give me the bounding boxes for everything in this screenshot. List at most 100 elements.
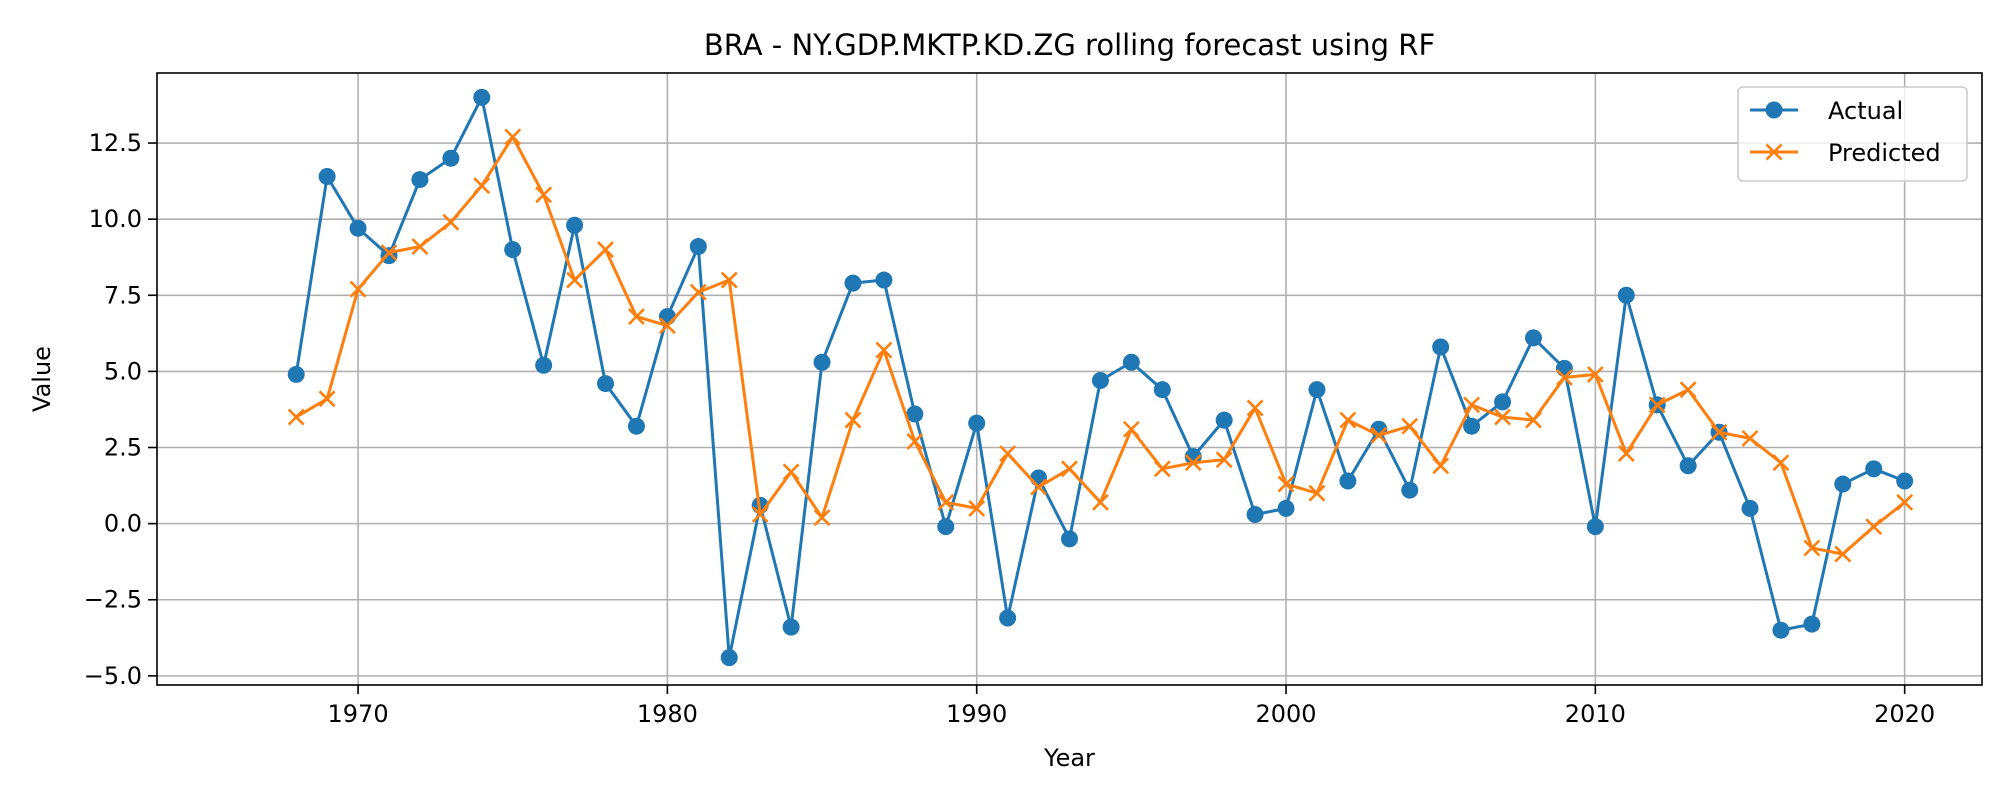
data-point-predicted	[1525, 411, 1542, 429]
data-point-predicted	[287, 408, 305, 426]
y-tick-label: 7.5	[104, 281, 142, 309]
data-point-actual	[1586, 518, 1604, 536]
data-point-actual	[1061, 530, 1078, 548]
x-tick-label: 1980	[637, 700, 698, 728]
y-tick-label: 0.0	[104, 510, 142, 538]
data-point-predicted	[442, 213, 460, 231]
data-point-actual	[1679, 457, 1697, 475]
data-point-predicted	[1648, 396, 1666, 414]
legend-marker-actual	[1765, 101, 1783, 119]
data-point-actual	[1308, 381, 1326, 399]
chart-title: BRA - NY.GDP.MKTP.KD.ZG rolling forecast…	[704, 28, 1435, 62]
x-tick-label: 2020	[1874, 700, 1935, 728]
data-point-actual	[1617, 286, 1635, 304]
data-point-predicted	[1308, 484, 1326, 502]
data-point-predicted	[875, 341, 893, 359]
data-point-predicted	[751, 506, 769, 523]
data-point-actual	[937, 518, 955, 536]
data-point-predicted	[318, 390, 336, 408]
data-point-predicted	[813, 509, 831, 526]
data-point-predicted	[1092, 493, 1109, 511]
y-tick-label: −5.0	[84, 662, 142, 690]
data-point-actual	[1401, 481, 1419, 499]
data-point-actual	[535, 356, 553, 374]
data-point-actual	[782, 618, 800, 636]
legend-marker-predicted	[1765, 143, 1783, 161]
series-predicted	[287, 128, 1914, 563]
data-point-actual	[1153, 381, 1171, 399]
data-point-actual	[1803, 615, 1821, 633]
data-point-predicted	[566, 271, 584, 289]
data-point-predicted	[1153, 460, 1171, 478]
data-point-predicted	[380, 244, 398, 262]
data-point-predicted	[473, 177, 491, 195]
data-point-actual	[1896, 472, 1914, 490]
data-point-actual	[1865, 460, 1883, 478]
x-axis-title: Year	[1043, 744, 1095, 772]
data-point-predicted	[1896, 493, 1914, 511]
data-point-actual	[504, 241, 522, 259]
data-point-predicted	[1617, 445, 1635, 463]
data-point-predicted	[1432, 457, 1450, 475]
data-point-predicted	[937, 493, 955, 511]
data-point-predicted	[1494, 408, 1511, 426]
y-tick-label: 12.5	[89, 129, 142, 157]
data-point-actual	[1772, 621, 1790, 639]
y-tick-label: −2.5	[84, 586, 142, 614]
data-point-actual	[1494, 393, 1512, 411]
data-point-actual	[318, 168, 336, 186]
data-point-actual	[1741, 499, 1759, 517]
data-point-actual	[1277, 499, 1295, 517]
x-tick-label: 2010	[1565, 700, 1626, 728]
data-point-predicted	[1030, 478, 1047, 496]
data-point-predicted	[1122, 420, 1140, 438]
data-point-actual	[720, 649, 738, 667]
data-point-actual	[1091, 372, 1109, 390]
data-point-predicted	[1586, 366, 1604, 383]
y-tick-label: 10.0	[89, 205, 142, 233]
data-point-actual	[813, 353, 831, 371]
data-point-predicted	[1246, 399, 1264, 417]
legend-label-actual: Actual	[1828, 97, 1903, 125]
data-point-predicted	[1401, 417, 1419, 435]
data-point-actual	[473, 88, 491, 106]
legend-label-predicted: Predicted	[1828, 139, 1941, 167]
data-point-predicted	[504, 128, 522, 146]
data-point-actual	[349, 219, 367, 237]
data-point-predicted	[349, 280, 367, 298]
data-point-actual	[627, 417, 645, 435]
data-point-actual	[1463, 417, 1481, 435]
data-point-predicted	[1370, 426, 1388, 444]
data-point-actual	[442, 149, 460, 167]
data-point-predicted	[535, 186, 553, 204]
y-tick-label: 5.0	[104, 357, 142, 385]
data-point-predicted	[1556, 369, 1573, 386]
data-point-actual	[597, 375, 615, 393]
y-axis: −5.0 −2.5 0.0 2.5 5.0 7.5 10.0 12.5	[84, 129, 157, 690]
data-point-predicted	[1772, 454, 1790, 472]
data-point-actual	[968, 414, 986, 432]
data-point-actual	[1432, 338, 1450, 356]
data-point-predicted	[628, 308, 645, 326]
data-point-predicted	[1339, 411, 1357, 429]
data-point-predicted	[1215, 451, 1233, 469]
data-point-predicted	[1061, 460, 1078, 478]
x-tick-label: 1990	[946, 700, 1007, 728]
data-point-actual	[1555, 359, 1573, 377]
x-tick-label: 1970	[328, 700, 389, 728]
series-actual	[287, 88, 1914, 667]
x-tick-label: 2000	[1255, 700, 1316, 728]
data-point-predicted	[1463, 396, 1481, 414]
data-point-predicted	[844, 411, 862, 429]
data-point-predicted	[1277, 475, 1295, 493]
data-point-predicted	[1741, 429, 1759, 447]
data-point-actual	[1122, 353, 1140, 371]
series-layer	[287, 88, 1914, 667]
plot-area	[156, 72, 1983, 686]
data-point-actual	[287, 365, 305, 383]
data-point-predicted	[1710, 423, 1728, 441]
data-point-predicted	[411, 238, 429, 255]
data-point-predicted	[1865, 518, 1883, 536]
data-point-actual	[1834, 475, 1852, 493]
